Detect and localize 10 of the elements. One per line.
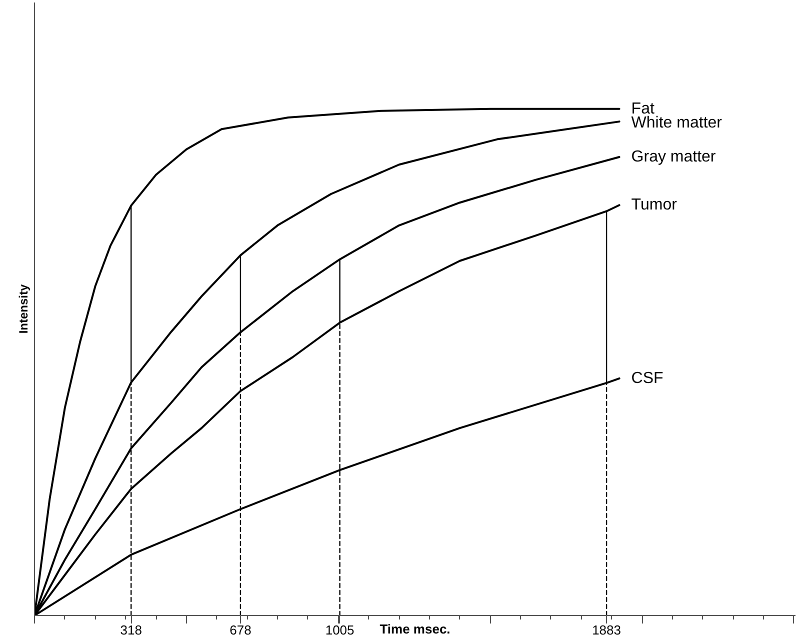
series-label: Tumor [631,196,678,214]
x-axis-title: Time msec. [380,622,450,636]
series-label: White matter [631,114,723,132]
x-tick-label: 678 [230,622,252,638]
x-tick-label: 1883 [592,622,622,638]
series-label: CSF [631,370,664,387]
x-tick-label: 1005 [325,622,354,638]
series-label: Gray matter [631,148,716,166]
x-tick-label: 318 [120,622,142,638]
y-axis-title: Intensity [16,284,30,334]
